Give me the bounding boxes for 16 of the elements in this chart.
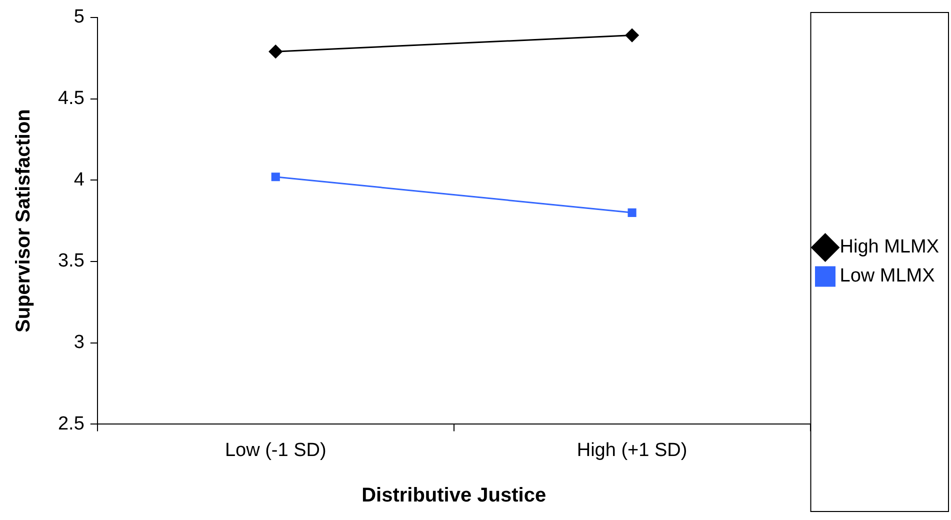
y-tick-label: 3 [74,332,84,354]
y-tick-label: 3.5 [58,250,84,272]
point [268,44,282,58]
y-tick-label: 5 [74,6,84,28]
y-tick-label: 2.5 [58,413,84,434]
legend-label: High MLMX [840,236,940,258]
x-axis-title: Distributive Justice [362,484,546,507]
point [625,28,639,42]
point [628,208,636,217]
y-tick-label: 4 [74,169,85,190]
legend-label: Low MLMX [840,266,936,287]
y-axis-title: Supervisor Satisfaction [12,109,35,333]
x-tick-label: Low (-1 SD) [224,440,326,461]
x-tick-label: High (+1 SD) [576,440,688,461]
point [271,172,280,182]
y-tick-label: 4.5 [58,88,84,109]
